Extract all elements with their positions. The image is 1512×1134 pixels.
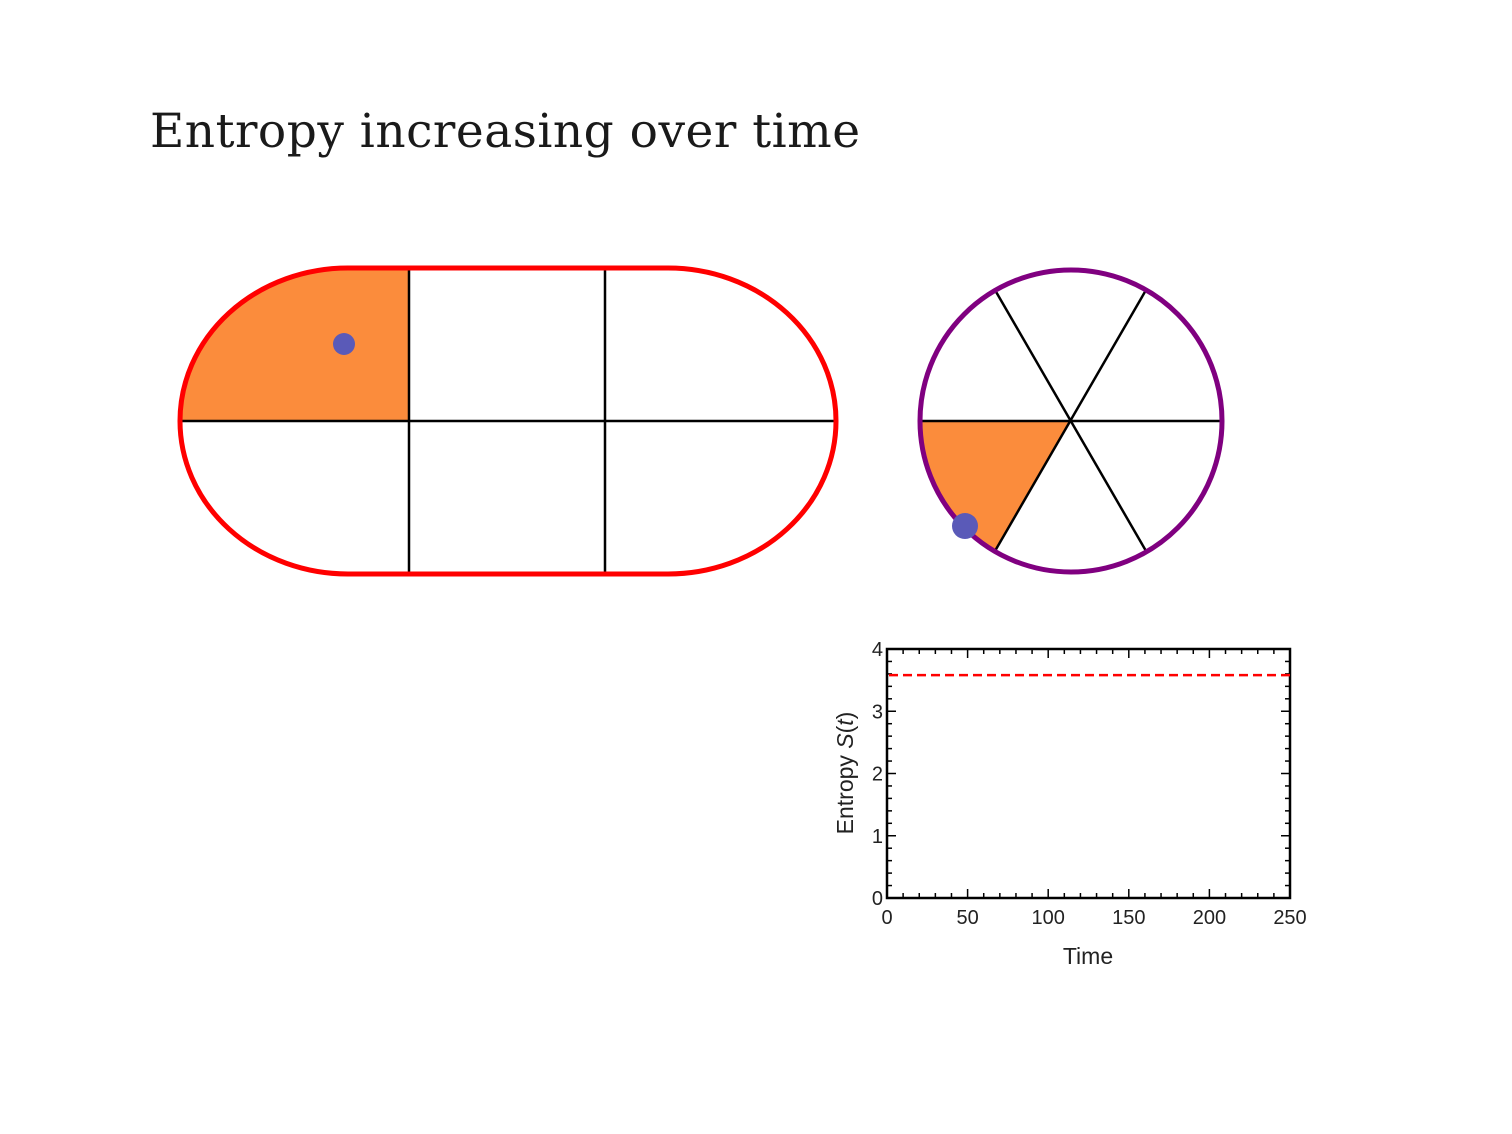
x-tick-label: 150 bbox=[1112, 907, 1145, 929]
y-tick-label: 0 bbox=[872, 888, 883, 910]
chart-ticks bbox=[886, 648, 1291, 899]
slide-title: Entropy increasing over time bbox=[150, 104, 861, 159]
x-tick-label: 50 bbox=[956, 907, 978, 929]
y-tick-label: 1 bbox=[872, 826, 883, 848]
x-tick-label: 250 bbox=[1273, 907, 1306, 929]
x-tick-label: 200 bbox=[1193, 907, 1226, 929]
stadium-billiard bbox=[177, 265, 839, 577]
circle-border bbox=[917, 267, 1225, 575]
chart-x-axis-label: Time bbox=[1063, 943, 1113, 969]
stadium-border bbox=[177, 265, 839, 577]
x-tick-label: 0 bbox=[881, 907, 892, 929]
stadium-particle bbox=[333, 333, 355, 355]
stadium-occupied-cell bbox=[180, 268, 409, 422]
y-tick-label: 3 bbox=[872, 701, 883, 723]
chart-y-tick-labels: 0 1 2 3 4 bbox=[872, 639, 883, 910]
circle-occupied-sector bbox=[920, 421, 1071, 551]
x-tick-label: 100 bbox=[1032, 907, 1065, 929]
circle-particle bbox=[952, 513, 978, 539]
entropy-chart: 0 50 100 150 200 250 0 1 2 3 4 Time Entropy S(t) bbox=[832, 639, 1307, 969]
chart-y-axis-label: Entropy S(t) bbox=[832, 712, 858, 835]
chart-frame bbox=[885, 647, 1292, 900]
y-tick-label: 2 bbox=[872, 764, 883, 786]
y-tick-label: 4 bbox=[872, 639, 883, 661]
circle-diameter-diagonal-b bbox=[993, 289, 1148, 552]
circle-billiard bbox=[917, 267, 1225, 575]
chart-x-tick-labels: 0 50 100 150 200 250 bbox=[881, 907, 1306, 929]
